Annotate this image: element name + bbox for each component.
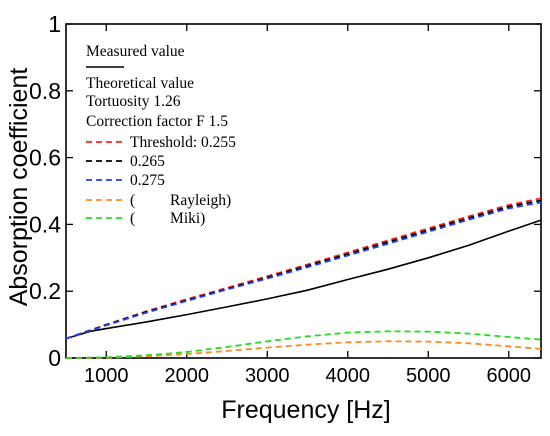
series-line-measured-value [65,219,542,340]
y-tick-label: 0.6 [29,145,61,171]
series-line-miki [65,330,542,359]
plot-frame [65,23,542,359]
legend-header-line: Correction factor F 1.5 [86,113,228,130]
legend-label-threshold-0-255: Threshold: 0.255 [130,134,236,151]
legend-label-miki: ( Miki) [130,210,205,227]
x-tick-label: 5000 [406,365,451,387]
x-tick-label: 1000 [84,365,129,387]
x-tick-label: 3000 [245,365,290,387]
legend-measured-label: Measured value [86,43,185,60]
x-axis-title: Frequency [Hz] [221,396,391,424]
y-tick-label: 1 [48,11,61,37]
y-tick-label: 0.8 [29,78,61,104]
x-tick-label: 6000 [487,365,532,387]
series-line-0-275 [65,201,542,340]
legend-label-rayleigh: ( Rayleigh) [130,192,231,209]
x-tick-label: 2000 [165,365,210,387]
legend-label-0-265: 0.265 [130,153,165,170]
legend: Measured value Theoretical valueTortuosit… [86,43,236,227]
y-tick-label: 0.4 [29,211,61,237]
legend-header-line: Theoretical value [86,75,194,92]
y-tick-label: 0.2 [29,278,61,304]
axes: 1000 2000 3000 4000 5000 6000 0 0.2 0.4 0.6 0.8 1 [29,11,542,387]
legend-header-line: Tortuosity 1.26 [86,93,181,110]
y-axis-title: Absorption coefficient [5,68,33,307]
legend-label-0-275: 0.275 [130,172,165,189]
y-tick-label: 0 [48,345,61,371]
plot-series [65,197,542,359]
x-tick-label: 4000 [326,365,371,387]
series-line-rayleigh [65,340,542,359]
